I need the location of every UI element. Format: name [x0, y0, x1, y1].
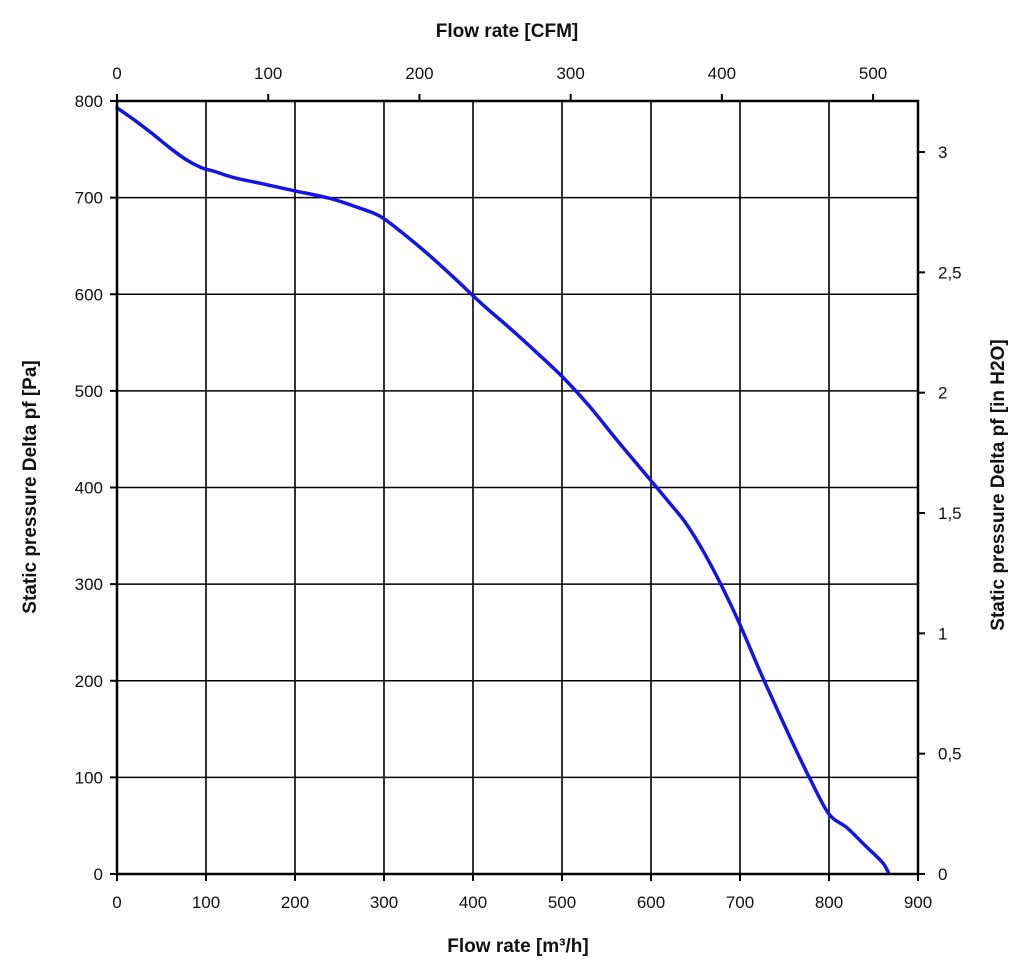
y-left-tick-label: 800	[75, 92, 103, 111]
y-left-ticks: 0 100 200 300 400 500 600 700 800	[75, 92, 117, 884]
x-bottom-tick-label: 600	[637, 893, 665, 912]
x-bottom-ticks: 0 100 200 300 400 500 600 700 800 900	[112, 874, 932, 912]
x-top-ticks: 0 100 200 300 400 500	[112, 64, 887, 101]
y-right-axis-title: Static pressure Delta pf [in H2O]	[988, 339, 1009, 630]
y-right-tick-label: 2	[938, 384, 947, 403]
x-bottom-tick-label: 500	[548, 893, 576, 912]
x-bottom-tick-label: 700	[726, 893, 754, 912]
x-bottom-tick-label: 900	[904, 893, 932, 912]
y-right-tick-label: 1	[938, 624, 947, 643]
x-top-axis-title: Flow rate [CFM]	[436, 21, 579, 42]
y-right-tick-label: 3	[938, 143, 947, 162]
y-left-tick-label: 0	[94, 865, 103, 884]
x-bottom-axis-title: Flow rate [m³/h]	[447, 936, 588, 957]
y-right-tick-label: 0	[938, 865, 947, 884]
x-top-tick-label: 200	[405, 64, 433, 83]
y-left-tick-label: 500	[75, 382, 103, 401]
x-bottom-tick-label: 0	[112, 893, 121, 912]
x-top-tick-label: 300	[556, 64, 584, 83]
x-top-tick-label: 400	[708, 64, 736, 83]
x-bottom-tick-label: 100	[192, 893, 220, 912]
y-left-tick-label: 700	[75, 189, 103, 208]
y-left-tick-label: 300	[75, 575, 103, 594]
series-line	[115, 106, 891, 875]
y-right-tick-label: 1,5	[938, 504, 962, 523]
y-left-tick-label: 400	[75, 479, 103, 498]
x-bottom-tick-label: 300	[370, 893, 398, 912]
x-bottom-tick-label: 800	[815, 893, 843, 912]
x-top-tick-label: 100	[254, 64, 282, 83]
y-right-tick-label: 2,5	[938, 263, 962, 282]
x-bottom-tick-label: 400	[459, 893, 487, 912]
grid	[116, 100, 919, 875]
y-right-tick-label: 0,5	[938, 745, 962, 764]
y-left-tick-label: 100	[75, 768, 103, 787]
y-left-tick-label: 600	[75, 285, 103, 304]
y-right-ticks: 0 0,5 1 1,5 2 2,5 3	[918, 143, 962, 884]
x-top-tick-label: 0	[112, 64, 121, 83]
x-top-tick-label: 500	[859, 64, 887, 83]
y-left-tick-label: 200	[75, 672, 103, 691]
x-bottom-tick-label: 200	[281, 893, 309, 912]
curve-layer	[115, 106, 891, 875]
y-left-axis-title: Static pressure Delta pf [Pa]	[20, 360, 41, 613]
